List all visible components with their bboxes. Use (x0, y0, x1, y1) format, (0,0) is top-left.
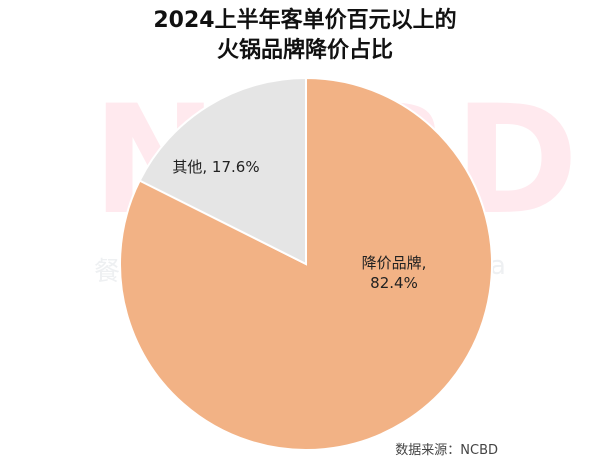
pie-slice-label-2: 其他, 17.6% (172, 158, 259, 176)
chart-title-line-2: 火锅品牌降价占比 (216, 38, 393, 63)
data-source-note: 数据来源：NCBD (395, 443, 498, 458)
chart-title: 2024上半年客单价百元以上的 火锅品牌降价占比 (0, 6, 610, 66)
chart-title-line-1: 2024上半年客单价百元以上的 (153, 8, 457, 33)
pie-slice-label-1: 降价品牌, 82.4% (362, 254, 427, 292)
pie-slice-2 (138, 76, 307, 266)
